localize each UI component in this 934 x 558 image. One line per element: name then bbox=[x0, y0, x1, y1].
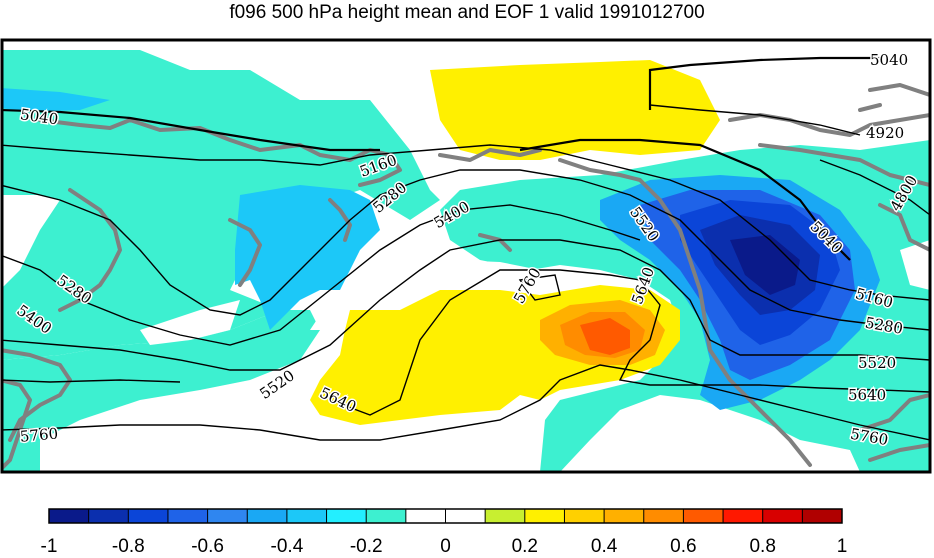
colorbar-tick-label: 1 bbox=[836, 536, 848, 557]
colorbar-swatch bbox=[88, 509, 129, 523]
colorbar-swatch bbox=[485, 509, 526, 523]
contour-5280 bbox=[2, 169, 930, 331]
map-title: f096 500 hPa height mean and EOF 1 valid… bbox=[229, 2, 705, 23]
contour-4920 bbox=[649, 104, 861, 136]
colorbar-tick-label: 0.6 bbox=[670, 536, 697, 557]
contour-5760-south bbox=[2, 364, 930, 441]
contour-5400 bbox=[2, 204, 641, 346]
contour-5880 bbox=[2, 379, 181, 383]
contour-label: 5760 bbox=[19, 424, 59, 445]
colorbar-swatch bbox=[683, 509, 724, 523]
coastline-north-island bbox=[438, 148, 542, 162]
colorbar-swatch bbox=[564, 509, 605, 523]
colorbar-tick-label: -0.6 bbox=[191, 536, 224, 557]
colorbar-swatch bbox=[643, 509, 684, 523]
colorbar-swatch bbox=[604, 509, 645, 523]
coastline-west bbox=[58, 188, 122, 312]
coastline-southeast bbox=[858, 393, 930, 432]
shade-neg-blue-mid bbox=[235, 185, 380, 330]
contour-5520 bbox=[2, 239, 930, 371]
colorbar-swatch bbox=[326, 509, 367, 523]
shade-neg-blue-topleft bbox=[2, 88, 110, 112]
contour-5040-top bbox=[648, 56, 880, 110]
colorbar-tick-label: -0.8 bbox=[111, 536, 145, 557]
colorbar-tick-label: -0.4 bbox=[270, 536, 304, 557]
contour-label: 5520 bbox=[858, 354, 896, 372]
coastline-east4 bbox=[868, 83, 930, 97]
contour-4800 bbox=[819, 159, 930, 216]
coastline-southeast2 bbox=[868, 443, 930, 462]
coastline-mid bbox=[228, 218, 262, 287]
colorbar-tick-label: 0.4 bbox=[590, 536, 618, 557]
contour-label: 5040 bbox=[870, 51, 908, 69]
colorbar bbox=[48, 508, 843, 524]
colorbar-tick-label: 0.2 bbox=[511, 536, 539, 557]
coastline-south bbox=[2, 378, 32, 471]
shade-neg-weak-left2 bbox=[2, 310, 320, 472]
shade-zero-right bbox=[900, 240, 930, 290]
shade-neg-08 bbox=[730, 235, 800, 295]
coastline-east5 bbox=[858, 103, 882, 112]
coastline-greenland bbox=[558, 158, 812, 467]
contour-5040-east bbox=[519, 138, 851, 261]
colorbar-swatch bbox=[366, 509, 407, 523]
contour-label: 4920 bbox=[866, 124, 904, 142]
height-contours bbox=[2, 56, 930, 441]
contour-5760-ring bbox=[518, 274, 561, 301]
colorbar-swatch bbox=[167, 509, 208, 523]
colorbar-swatch bbox=[762, 509, 803, 523]
colorbar-swatch bbox=[524, 509, 565, 523]
contour-label: 5640 bbox=[848, 386, 886, 404]
coastline-east3 bbox=[878, 203, 930, 252]
colorbar-swatch bbox=[247, 509, 288, 523]
colorbar-swatch bbox=[802, 509, 843, 523]
colorbar-swatch bbox=[128, 509, 169, 523]
colorbar-swatch bbox=[723, 509, 763, 523]
colorbar-swatch bbox=[49, 509, 89, 523]
colorbar-tick-label: 0.8 bbox=[749, 536, 776, 557]
contour-5160 bbox=[2, 144, 930, 301]
colorbar-swatch bbox=[445, 509, 486, 523]
coastline-east2 bbox=[758, 143, 930, 187]
shade-pos-06 bbox=[580, 318, 630, 355]
colorbar-swatch bbox=[286, 509, 327, 523]
colorbar-tick-label: 0 bbox=[440, 536, 451, 557]
shade-zero-left bbox=[2, 195, 60, 288]
coastline-north-west bbox=[38, 118, 402, 187]
map-frame bbox=[0, 38, 932, 474]
contour-5640 bbox=[329, 269, 930, 416]
shade-pos-top bbox=[430, 60, 720, 160]
colorbar-tick-label: -1 bbox=[40, 536, 58, 557]
colorbar-tick-label: -0.2 bbox=[349, 536, 383, 557]
colorbar-frame bbox=[48, 508, 843, 524]
colorbar-swatch bbox=[405, 509, 446, 523]
contour-5040-left bbox=[2, 108, 380, 152]
colorbar-swatch bbox=[207, 509, 248, 523]
coastline-bay bbox=[328, 198, 352, 242]
